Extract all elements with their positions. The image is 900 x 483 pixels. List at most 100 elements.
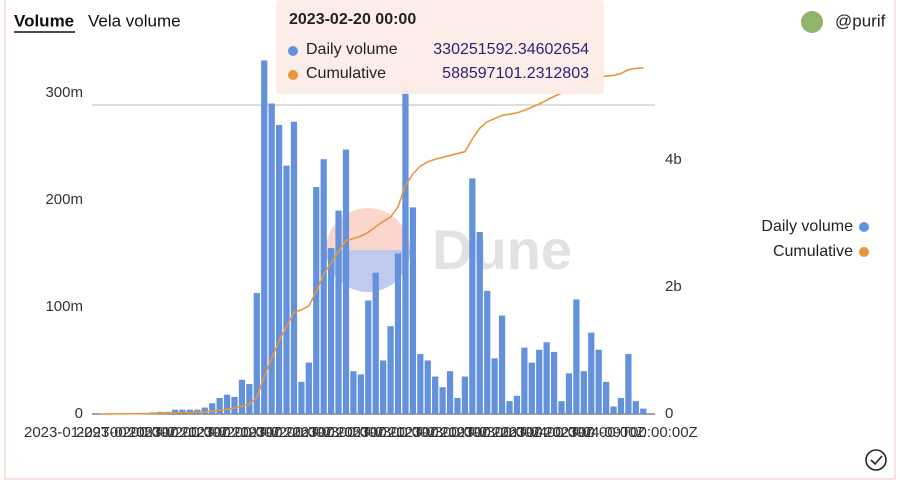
bar: [476, 232, 483, 414]
bar: [617, 397, 625, 414]
bar: [223, 394, 231, 414]
check-icon[interactable]: [865, 449, 887, 471]
x-tick-label: 2023-02-05T00:00:00Z: [76, 424, 229, 441]
tooltip-dot: [288, 46, 298, 56]
bar: [632, 401, 639, 414]
bar: [238, 379, 246, 414]
widget-border: [4, 0, 896, 480]
bar: [424, 360, 431, 414]
bar: [283, 165, 290, 414]
bar: [506, 401, 513, 414]
tooltip: 2023-02-20 00:00 Daily volume 330251592.…: [276, 0, 604, 94]
bar: [320, 159, 327, 414]
y2-tick-label: 2b: [665, 278, 682, 295]
bar: [335, 210, 342, 414]
bar: [498, 315, 506, 414]
bar: [603, 381, 610, 414]
legend-label: Daily volume: [761, 218, 853, 235]
watermark: Dune: [432, 218, 572, 281]
bar: [580, 371, 587, 414]
bar: [417, 354, 424, 414]
bar: [305, 362, 312, 414]
y-tick-label: 300m: [45, 84, 83, 101]
avatar: [801, 11, 823, 33]
x-tick-label: 2023-03-19T00:00:00Z: [388, 424, 541, 441]
legend-dot: [859, 247, 869, 257]
x-tick-label: 2023-04-09T00:00:00Z: [544, 424, 697, 441]
bar: [565, 373, 573, 414]
tooltip-row: Daily volume 330251592.34602654: [288, 41, 593, 61]
bar: [209, 403, 216, 414]
bar: [484, 290, 491, 414]
bar: [365, 300, 372, 414]
bar: [231, 396, 238, 414]
bar: [536, 349, 543, 414]
author[interactable]: @purif: [835, 11, 886, 30]
bar: [372, 272, 379, 414]
bar: [550, 351, 558, 414]
bar: [640, 408, 647, 414]
bar: [588, 332, 595, 414]
bar: [543, 342, 550, 414]
legend-label: Cumulative: [773, 243, 853, 260]
bar: [261, 60, 268, 415]
bar: [246, 384, 253, 414]
bar: [328, 248, 335, 414]
check-mark: [870, 455, 883, 466]
tooltip-value: 588597101.2312803: [442, 65, 589, 82]
bar: [216, 397, 223, 414]
bar: [179, 409, 186, 414]
bar: [402, 87, 409, 415]
y-tick-label: 200m: [45, 191, 83, 208]
x-tick-label: 2023-01-29T00:00:00Z: [24, 424, 177, 441]
bar: [461, 376, 469, 414]
bar: [290, 121, 298, 415]
x-tick-label: 2023-03-12T00:00:00Z: [336, 424, 489, 441]
bar: [513, 395, 521, 414]
bar: [521, 347, 528, 414]
y2-tick-label: 4b: [665, 151, 682, 168]
bar: [298, 381, 305, 414]
bar: [573, 299, 580, 414]
tab[interactable]: Vela volume: [88, 11, 181, 30]
bar: [610, 406, 617, 414]
bar: [380, 360, 387, 414]
x-tick-label: 2023-03-26T00:00:00Z: [440, 424, 593, 441]
bar: [350, 371, 357, 414]
bar: [171, 409, 179, 414]
bar: [253, 293, 260, 414]
x-tick-label: 2023-02-12T00:00:00Z: [128, 424, 281, 441]
x-tick-label: 2023-02-19T00:00:00Z: [180, 424, 333, 441]
x-tick-label: 2023-02-26T00:00:00Z: [232, 424, 385, 441]
y-tick-label: 0: [75, 405, 83, 422]
x-tick-label: 2023-03-05T00:00:00Z: [284, 424, 437, 441]
tooltip-name: Cumulative: [306, 65, 387, 82]
tooltip-title: 2023-02-20 00:00: [289, 11, 417, 28]
bar: [469, 178, 476, 414]
bar: [432, 376, 439, 414]
bar: [595, 349, 602, 414]
bar: [439, 387, 446, 414]
bar: [357, 374, 364, 414]
bar: [394, 253, 402, 414]
bar: [387, 326, 394, 414]
bar: [491, 358, 498, 414]
x-tick-label: 2023-04-02T00:00:00Z: [492, 424, 645, 441]
bar: [446, 371, 454, 414]
bar: [313, 187, 320, 414]
line: [100, 66, 644, 415]
bar: [454, 397, 461, 414]
bar: [528, 362, 535, 414]
bar: [201, 407, 208, 414]
bar: [409, 207, 416, 414]
bar: [268, 103, 275, 414]
bar: [625, 354, 632, 414]
tooltip-name: Daily volume: [306, 41, 398, 58]
bar: [275, 124, 283, 415]
bar: [558, 401, 565, 414]
tooltip-dot: [288, 70, 298, 80]
tooltip-value: 330251592.34602654: [433, 41, 589, 58]
tab-active[interactable]: Volume: [14, 11, 74, 30]
